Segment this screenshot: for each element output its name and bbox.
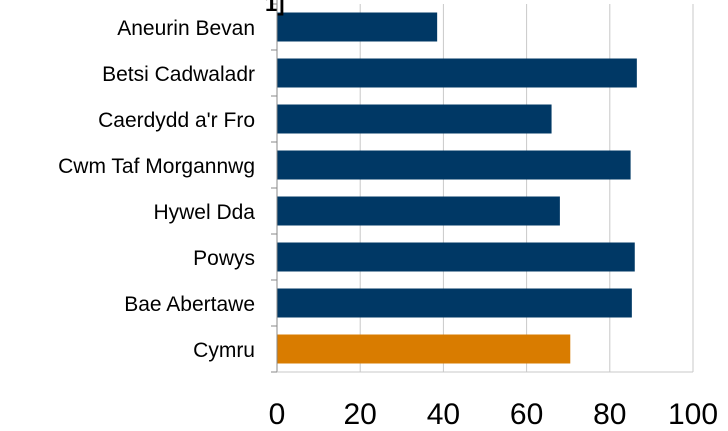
category-label: Aneurin Bevan — [117, 17, 255, 40]
x-tick-label: 80 — [593, 398, 626, 426]
x-tick-label: 100 — [668, 398, 718, 426]
category-label: Cymru — [193, 339, 255, 362]
bars — [277, 12, 637, 364]
bar-betsi-cadwaladr — [277, 58, 637, 88]
x-tick-label: 0 — [269, 398, 286, 426]
category-label: Powys — [193, 247, 255, 270]
bar-powys — [277, 242, 635, 272]
category-label: Betsi Cadwaladr — [102, 63, 255, 86]
bar-caerdydd-a-r-fro — [277, 104, 552, 134]
category-label: Cwm Taf Morgannwg — [58, 155, 255, 178]
category-labels: Aneurin Bevan Betsi Cadwaladr Caerdydd a'r… — [58, 17, 255, 362]
category-label: Caerdydd a'r Fro — [98, 109, 255, 132]
axes — [271, 0, 693, 373]
tick-labels: 0 20 40 60 80 100 — [269, 398, 718, 431]
bar-hywel-dda — [277, 196, 560, 226]
header-fragment: 1] — [265, 0, 285, 16]
category-label: Hywel Dda — [153, 201, 255, 224]
bar-bae-abertawe — [277, 288, 632, 318]
bar-cwm-taf-morgannwg — [277, 150, 631, 180]
category-label: Bae Abertawe — [124, 293, 255, 316]
x-tick-label: 40 — [427, 398, 460, 426]
bar-cymru — [277, 334, 571, 364]
x-tick-label: 60 — [510, 398, 543, 426]
bar-aneurin-bevan — [277, 12, 438, 42]
x-tick-label: 20 — [344, 398, 377, 426]
